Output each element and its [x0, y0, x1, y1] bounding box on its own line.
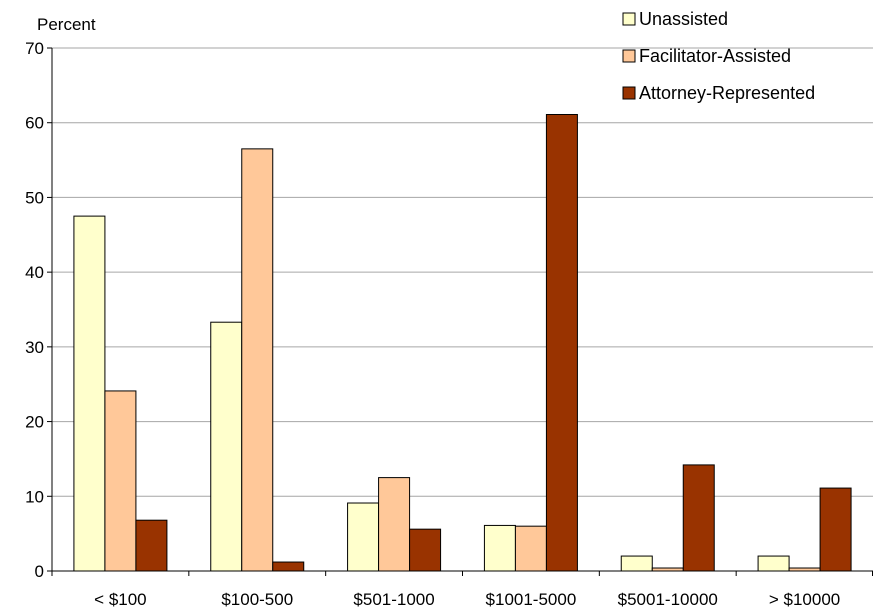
legend-label: Facilitator-Assisted: [639, 46, 791, 66]
bar-attorney-represented-1: [272, 561, 305, 572]
x-tick-label: $501-1000: [353, 590, 434, 609]
x-tick-label: > $10000: [769, 590, 840, 609]
x-tick-labels: < $100 $100-500 $501-1000 $1001-5000 $5001-1…: [94, 590, 840, 609]
bar-unassisted-1: [210, 321, 243, 572]
bar-attorney-represented-5: [819, 487, 852, 572]
bar-unassisted-2: [347, 502, 380, 572]
y-tick-label: 70: [25, 39, 44, 58]
x-tick-label: $1001-5000: [486, 590, 577, 609]
bar-unassisted-3: [483, 524, 516, 572]
bar-facilitator-assisted-1: [241, 148, 274, 572]
bar-attorney-represented-2: [409, 528, 442, 572]
y-tick-label: 20: [25, 413, 44, 432]
bar-facilitator-assisted-3: [514, 525, 547, 572]
y-tick-label: 60: [25, 114, 44, 133]
legend-label: Attorney-Represented: [639, 83, 815, 103]
legend-label: Unassisted: [639, 9, 728, 29]
y-axis-label: Percent: [37, 15, 96, 34]
bar-unassisted-5: [757, 555, 790, 572]
y-tick-label: 50: [25, 188, 44, 207]
y-tick-label: 30: [25, 338, 44, 357]
bar-facilitator-assisted-0: [104, 390, 137, 572]
axes: [47, 47, 873, 576]
y-tick-label: 10: [25, 487, 44, 506]
y-tick-label: 40: [25, 263, 44, 282]
legend-swatch: [622, 49, 636, 63]
y-tick-label: 0: [35, 562, 44, 581]
legend-swatch: [622, 12, 636, 26]
x-tick-label: $5001-10000: [618, 590, 718, 609]
bar-attorney-represented-3: [545, 113, 578, 572]
x-tick-label: < $100: [94, 590, 146, 609]
x-tick-label: $100-500: [221, 590, 293, 609]
bar-unassisted-0: [73, 215, 106, 572]
y-tick-labels: 0 10 20 30 40 50 60 70: [25, 39, 44, 581]
bar-attorney-represented-4: [682, 464, 715, 572]
bar-attorney-represented-0: [135, 519, 168, 572]
legend-swatch: [622, 86, 636, 100]
bars: [73, 113, 852, 572]
bar-unassisted-4: [620, 555, 653, 572]
legend: Unassisted Facilitator-Assisted Attorney-R…: [622, 9, 815, 103]
bar-facilitator-assisted-2: [378, 477, 411, 572]
gridlines: [52, 47, 873, 497]
